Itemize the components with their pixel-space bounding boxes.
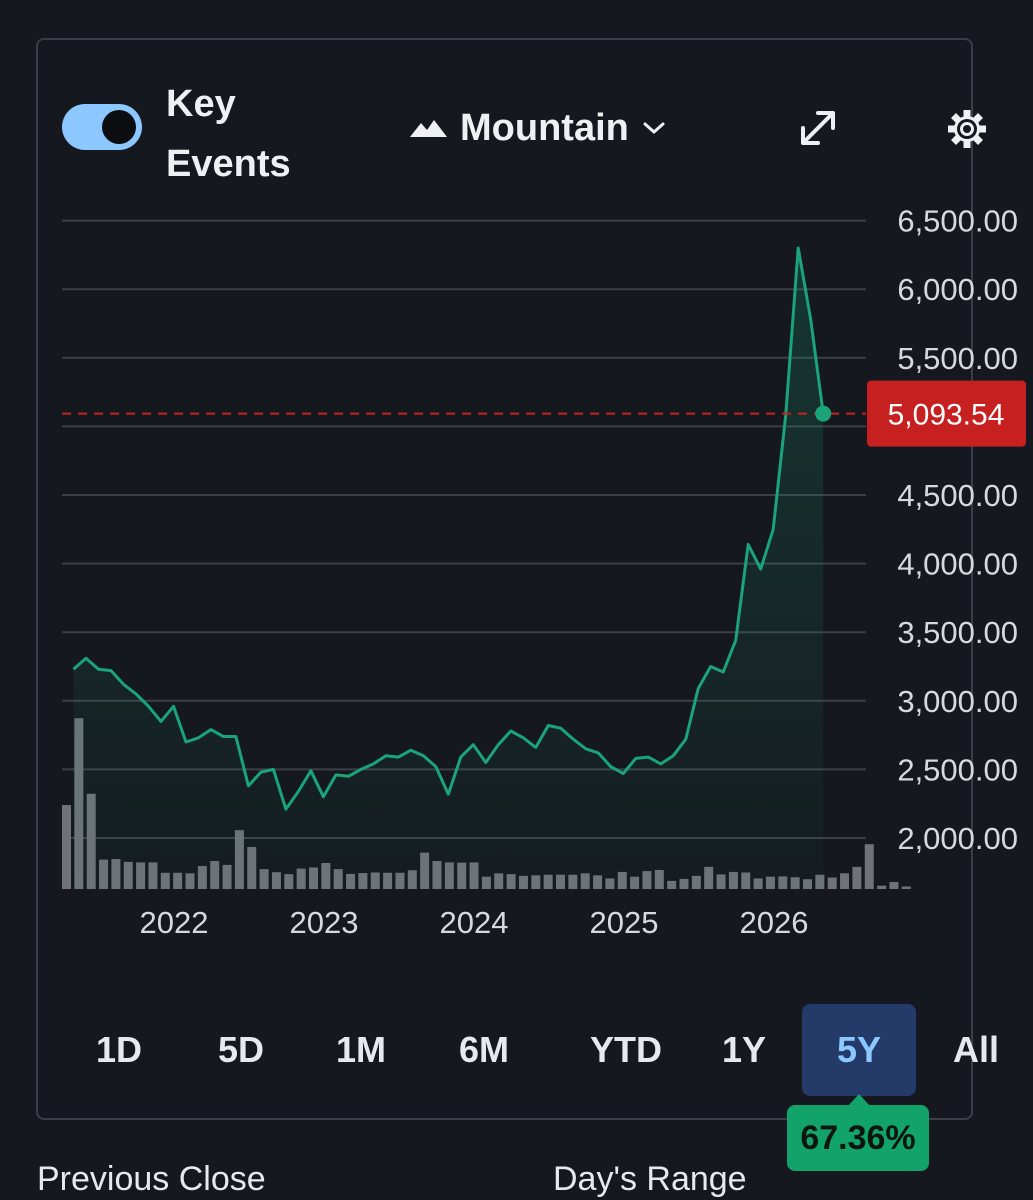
price-line (72, 246, 825, 811)
chart-type-label: Mountain (460, 106, 629, 149)
y-tick-label: 4,500.00 (897, 478, 1018, 513)
x-tick-label: 2025 (590, 905, 659, 940)
range-all[interactable]: All (952, 1029, 999, 1070)
range-5y[interactable]: 5Y (802, 1004, 916, 1096)
volume-bar (901, 886, 911, 889)
current-price-label: 5,093.54 (888, 399, 1005, 432)
key-events-label: Key Events (166, 83, 291, 185)
chevron-down-icon (643, 122, 665, 134)
range-1d[interactable]: 1D (95, 1029, 143, 1070)
volume-bar (877, 885, 887, 889)
price-chart: 6,500.00 6,000.00 5,500.00 4,500.00 4,000.00… (62, 204, 1026, 940)
y-tick-label: 6,500.00 (897, 204, 1018, 239)
gear-icon (948, 110, 986, 148)
volume-bar (840, 873, 850, 889)
x-tick-label: 2022 (140, 905, 209, 940)
chart-type-dropdown[interactable]: Mountain (410, 98, 667, 158)
volume-bar (827, 877, 837, 889)
chart-card (36, 38, 973, 1120)
toggle-knob (102, 110, 136, 144)
current-price-badge (867, 380, 1026, 447)
range-ytd[interactable]: YTD (590, 1029, 662, 1070)
previous-close-label: Previous Close (37, 1160, 266, 1198)
range-5d[interactable]: 5D (217, 1029, 265, 1070)
y-tick-label: 2,000.00 (897, 821, 1018, 856)
expand-button[interactable] (796, 106, 840, 150)
y-tick-label: 2,500.00 (897, 752, 1018, 787)
price-area-fill (73, 248, 824, 889)
volume-bar (889, 882, 899, 889)
change-badge: 67.36% (787, 1105, 929, 1171)
volume-bar (852, 866, 862, 889)
volume-bar (864, 844, 874, 889)
range-1y[interactable]: 1Y (721, 1029, 767, 1070)
y-tick-label: 3,500.00 (897, 615, 1018, 650)
range-6m[interactable]: 6M (458, 1029, 509, 1070)
volume-bar (62, 805, 71, 889)
mountain-icon (410, 120, 447, 137)
days-range-label: Day's Range (553, 1160, 747, 1198)
y-tick-label: 3,000.00 (897, 684, 1018, 719)
settings-button[interactable] (944, 106, 990, 152)
current-price-dot (815, 405, 832, 422)
change-badge-pointer (848, 1094, 870, 1106)
x-tick-label: 2026 (740, 905, 809, 940)
range-1m[interactable]: 1M (335, 1029, 386, 1070)
y-tick-label: 6,000.00 (897, 272, 1018, 307)
range-selector: 1D 5D 1M 6M YTD 1Y 5Y All (60, 1004, 1020, 1096)
x-tick-label: 2023 (290, 905, 359, 940)
y-tick-label: 4,000.00 (897, 547, 1018, 582)
y-tick-label: 5,500.00 (897, 341, 1018, 376)
expand-icon (801, 111, 835, 145)
x-tick-label: 2024 (440, 905, 509, 940)
key-events-toggle[interactable] (62, 104, 142, 150)
